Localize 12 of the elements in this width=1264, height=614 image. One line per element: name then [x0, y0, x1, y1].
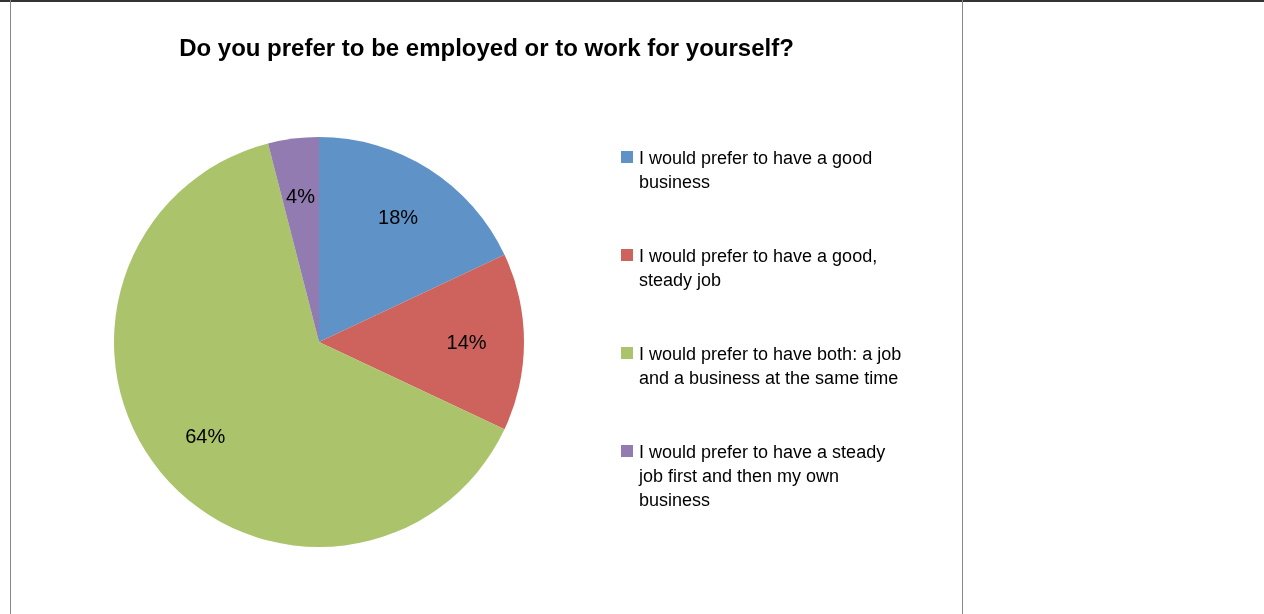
pie-slice — [268, 137, 319, 342]
data-label: 18% — [378, 206, 419, 229]
legend-label: I would prefer to have both: a job and a business at the same time — [639, 343, 903, 390]
chart-title: Do you prefer to be employed or to work for yourself? — [178, 34, 795, 62]
legend-label: I would prefer to have a steady job first and then my own business — [639, 441, 887, 512]
data-label: 4% — [286, 184, 316, 207]
data-label: 64% — [185, 425, 226, 448]
legend-label: I would prefer to have a good, steady job — [639, 245, 879, 292]
data-label: 14% — [446, 331, 487, 353]
pie-slice — [114, 143, 505, 547]
legend-label: I would prefer to have a good business — [639, 147, 874, 194]
pie-slice — [319, 254, 524, 430]
